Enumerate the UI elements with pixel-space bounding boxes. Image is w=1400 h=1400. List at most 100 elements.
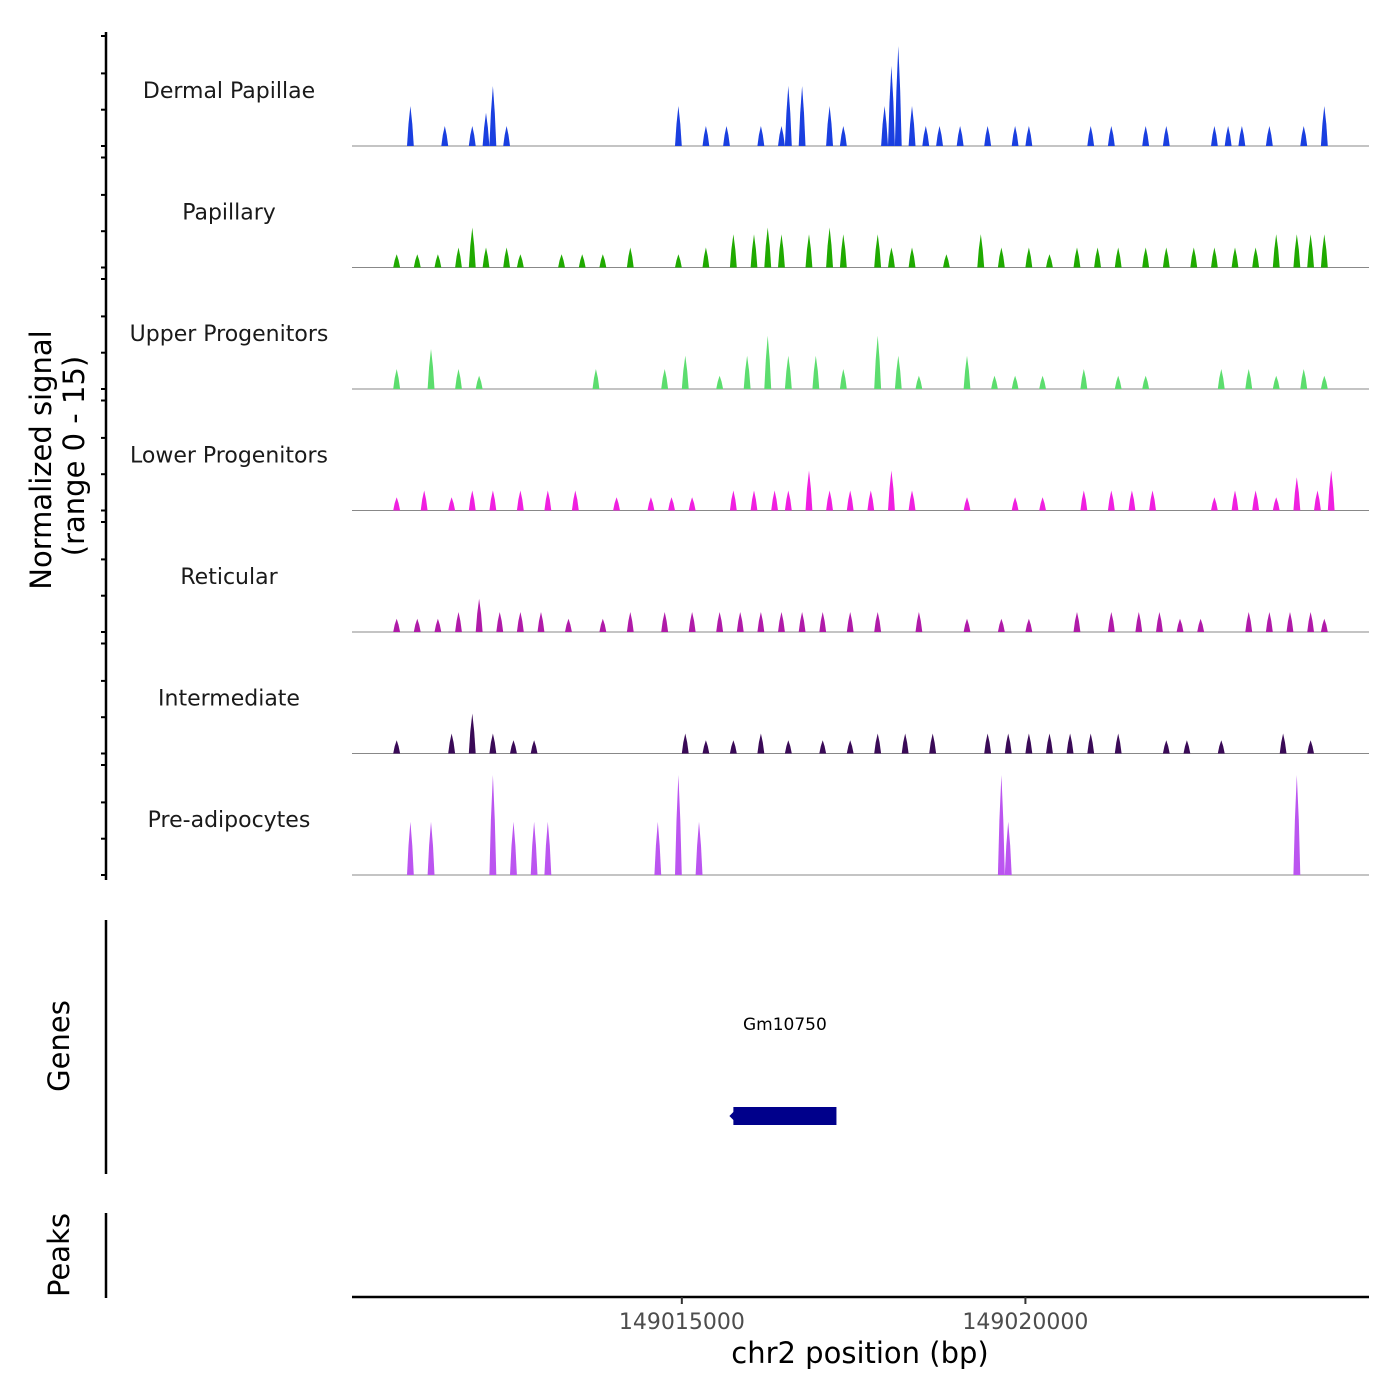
signal-peak [750, 234, 758, 268]
signal-peak [393, 497, 401, 511]
signal-peak [867, 490, 875, 511]
signal-peak [1320, 234, 1328, 268]
signal-peak [578, 254, 586, 268]
signal-peak [936, 126, 943, 146]
signal-peak [819, 612, 827, 632]
track-3: Lower Progenitors [130, 444, 1369, 511]
signal-peak [434, 618, 442, 632]
signal-peak [874, 733, 882, 754]
signal-peak [1162, 740, 1170, 754]
x-tick-label: 149015000 [619, 1310, 745, 1335]
signal-peak [784, 740, 792, 754]
signal-peak [771, 490, 778, 511]
signal-peak [393, 369, 401, 389]
signal-peak [757, 733, 765, 754]
signal-peak [1162, 126, 1170, 146]
signal-peak [1279, 733, 1287, 754]
signal-peak [489, 733, 497, 754]
signal-peak [894, 355, 902, 389]
signal-peak [908, 247, 916, 268]
signal-peak [475, 598, 483, 632]
peaks-axis-title: Peaks [42, 1213, 76, 1297]
signal-peak [661, 369, 669, 389]
signal-peak [503, 247, 510, 268]
track-label: Dermal Papillae [143, 79, 315, 104]
signal-peak [702, 740, 710, 754]
signal-peak [915, 612, 923, 632]
signal-peak [826, 106, 833, 146]
track-label: Pre-adipocytes [148, 808, 311, 833]
track-label: Papillary [182, 201, 276, 226]
signal-peak [489, 490, 497, 511]
signal-peak [516, 254, 524, 268]
signal-peak [963, 618, 971, 632]
signal-peak [1135, 612, 1143, 632]
signal-peak [997, 618, 1005, 632]
signal-peak [805, 234, 813, 268]
signal-peak [743, 355, 751, 389]
signal-tracks: Dermal Papillae Papillary Upper Progenitor… [130, 46, 1369, 876]
signal-peak [681, 355, 689, 389]
signal-peak [1080, 490, 1088, 511]
signal-peak [1190, 247, 1198, 268]
signal-peak [798, 86, 806, 146]
signal-peak [1314, 490, 1321, 511]
signal-peak [977, 234, 985, 268]
signal-peak [894, 46, 902, 146]
signal-peak [1149, 490, 1156, 511]
signal-peak [819, 740, 827, 754]
signal-peak [908, 106, 916, 146]
signal-peak [1176, 618, 1184, 632]
signal-peak [1039, 375, 1046, 389]
signal-peak [434, 254, 442, 268]
signal-peak [826, 490, 833, 511]
signal-peak [1327, 470, 1335, 511]
signal-peak [784, 490, 792, 511]
signal-peak [448, 497, 456, 511]
signal-peak [626, 247, 634, 268]
signal-peak [647, 497, 655, 511]
signal-peak [1011, 126, 1019, 146]
signal-peak [413, 618, 421, 632]
signal-peak [881, 106, 888, 146]
signal-peak [1025, 247, 1033, 268]
signal-peak [757, 126, 765, 146]
signal-peak [846, 612, 854, 632]
signal-peak [943, 254, 950, 268]
signal-peak [482, 247, 490, 268]
signal-peak [1004, 821, 1012, 875]
signal-peak [723, 126, 730, 146]
signal-peak [888, 66, 895, 146]
signal-peak [530, 740, 538, 754]
track-label: Reticular [180, 565, 278, 590]
signal-peak [544, 821, 552, 875]
signal-peak [675, 254, 682, 268]
signal-peak [1307, 234, 1314, 268]
track-1: Papillary [182, 201, 1369, 268]
signal-peak [784, 355, 792, 389]
signal-peak [1156, 612, 1163, 632]
signal-peak [888, 470, 895, 511]
signal-peak [1025, 618, 1033, 632]
signal-peak [688, 497, 696, 511]
signal-peak [839, 234, 847, 268]
signal-peak [510, 740, 517, 754]
signal-peak [654, 821, 662, 875]
signal-peak [407, 106, 414, 146]
signal-peak [1217, 369, 1225, 389]
signal-peak [757, 612, 765, 632]
signal-peak [407, 821, 414, 875]
track-6: Pre-adipocytes [148, 775, 1369, 876]
signal-peak [668, 497, 675, 511]
signal-peak [1293, 477, 1301, 511]
signal-peak [626, 612, 634, 632]
signal-peak [496, 612, 504, 632]
track-2: Upper Progenitors [130, 322, 1369, 390]
signal-peak [427, 349, 435, 389]
signal-peak [1025, 733, 1033, 754]
signal-peak [716, 375, 724, 389]
signal-peak [784, 86, 792, 146]
signal-peak [475, 375, 483, 389]
signal-peak [571, 490, 579, 511]
